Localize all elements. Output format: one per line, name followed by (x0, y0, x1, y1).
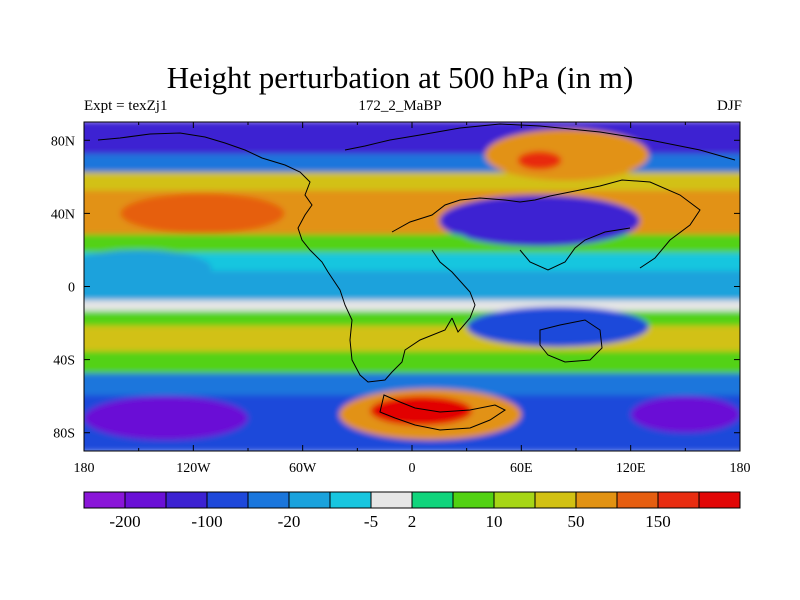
colorbar-label: 10 (486, 512, 503, 531)
field-band-11 (84, 373, 740, 398)
colorbar-label: -5 (364, 512, 378, 531)
field-feature-5 (84, 249, 212, 287)
field-feature-6 (466, 306, 649, 347)
colorbar-label: 2 (408, 512, 417, 531)
experiment-label: Expt = texZj1 (84, 98, 168, 114)
colorbar-label: -100 (191, 512, 222, 531)
colorbar-swatch (616, 491, 659, 509)
colorbar: -200 -100 -20 -5 2 10 50 150 (83, 491, 741, 531)
colorbar-swatch (493, 491, 536, 509)
coast-south-asia (519, 227, 631, 271)
y-tick-label: 0 (68, 281, 75, 296)
contour-field (84, 122, 740, 451)
colorbar-swatch (329, 491, 372, 509)
coast-australia (539, 319, 603, 363)
colorbar-swatch (657, 491, 700, 509)
colorbar-swatch (247, 491, 290, 509)
colorbar-swatch (452, 491, 495, 509)
field-feature-0 (484, 129, 649, 181)
field-feature-10 (630, 396, 740, 433)
colorbar-swatch (370, 491, 413, 509)
field-band-4 (84, 234, 740, 255)
colorbar-swatch (288, 491, 331, 509)
field-band-9 (84, 325, 740, 354)
y-tick-label: 80S (53, 427, 75, 442)
season-label: DJF (716, 98, 742, 114)
field-feature-3 (439, 195, 640, 247)
axes: 180 120W 60W 0 60E 120E 180 80N 40N 0 40S 80S (51, 122, 751, 476)
x-tick-label: 0 (409, 461, 416, 476)
colorbar-swatch (83, 491, 126, 509)
x-tick-label: 120E (616, 461, 646, 476)
coastline-outlines (97, 123, 736, 431)
colorbar-label: 50 (568, 512, 585, 531)
colorbar-swatch (698, 491, 741, 509)
coast-africa-east (431, 249, 476, 333)
x-tick-label: 60W (289, 461, 317, 476)
field-feature-1 (517, 151, 562, 170)
field-feature-4 (426, 233, 471, 252)
colorbar-swatch (165, 491, 208, 509)
coast-north-america (97, 132, 329, 273)
coast-antarctica (379, 394, 506, 431)
coast-eurasia (344, 123, 736, 161)
colorbar-label: -20 (278, 512, 301, 531)
y-tick-label: 40N (51, 207, 75, 222)
colorbar-label: -200 (109, 512, 140, 531)
field-feature-9 (84, 396, 248, 441)
y-tick-label: 80N (51, 134, 75, 149)
colorbar-label: 150 (645, 512, 671, 531)
field-band-5 (84, 252, 740, 273)
x-tick-label: 120W (176, 461, 211, 476)
coast-europe-africa (391, 179, 701, 269)
coast-south-america (327, 271, 453, 383)
y-tick-label: 40S (53, 354, 75, 369)
run-label: 172_2_MaBP (358, 98, 442, 114)
x-tick-label: 60E (510, 461, 533, 476)
field-band-10 (84, 351, 740, 376)
colorbar-swatch (534, 491, 577, 509)
chart-title: Height perturbation at 500 hPa (in m) (166, 60, 634, 95)
field-feature-2 (120, 193, 285, 234)
colorbar-swatch (575, 491, 618, 509)
colorbar-swatch (206, 491, 249, 509)
colorbar-swatch (124, 491, 167, 509)
x-tick-label: 180 (730, 461, 751, 476)
colorbar-swatch (411, 491, 454, 509)
x-tick-label: 180 (74, 461, 95, 476)
